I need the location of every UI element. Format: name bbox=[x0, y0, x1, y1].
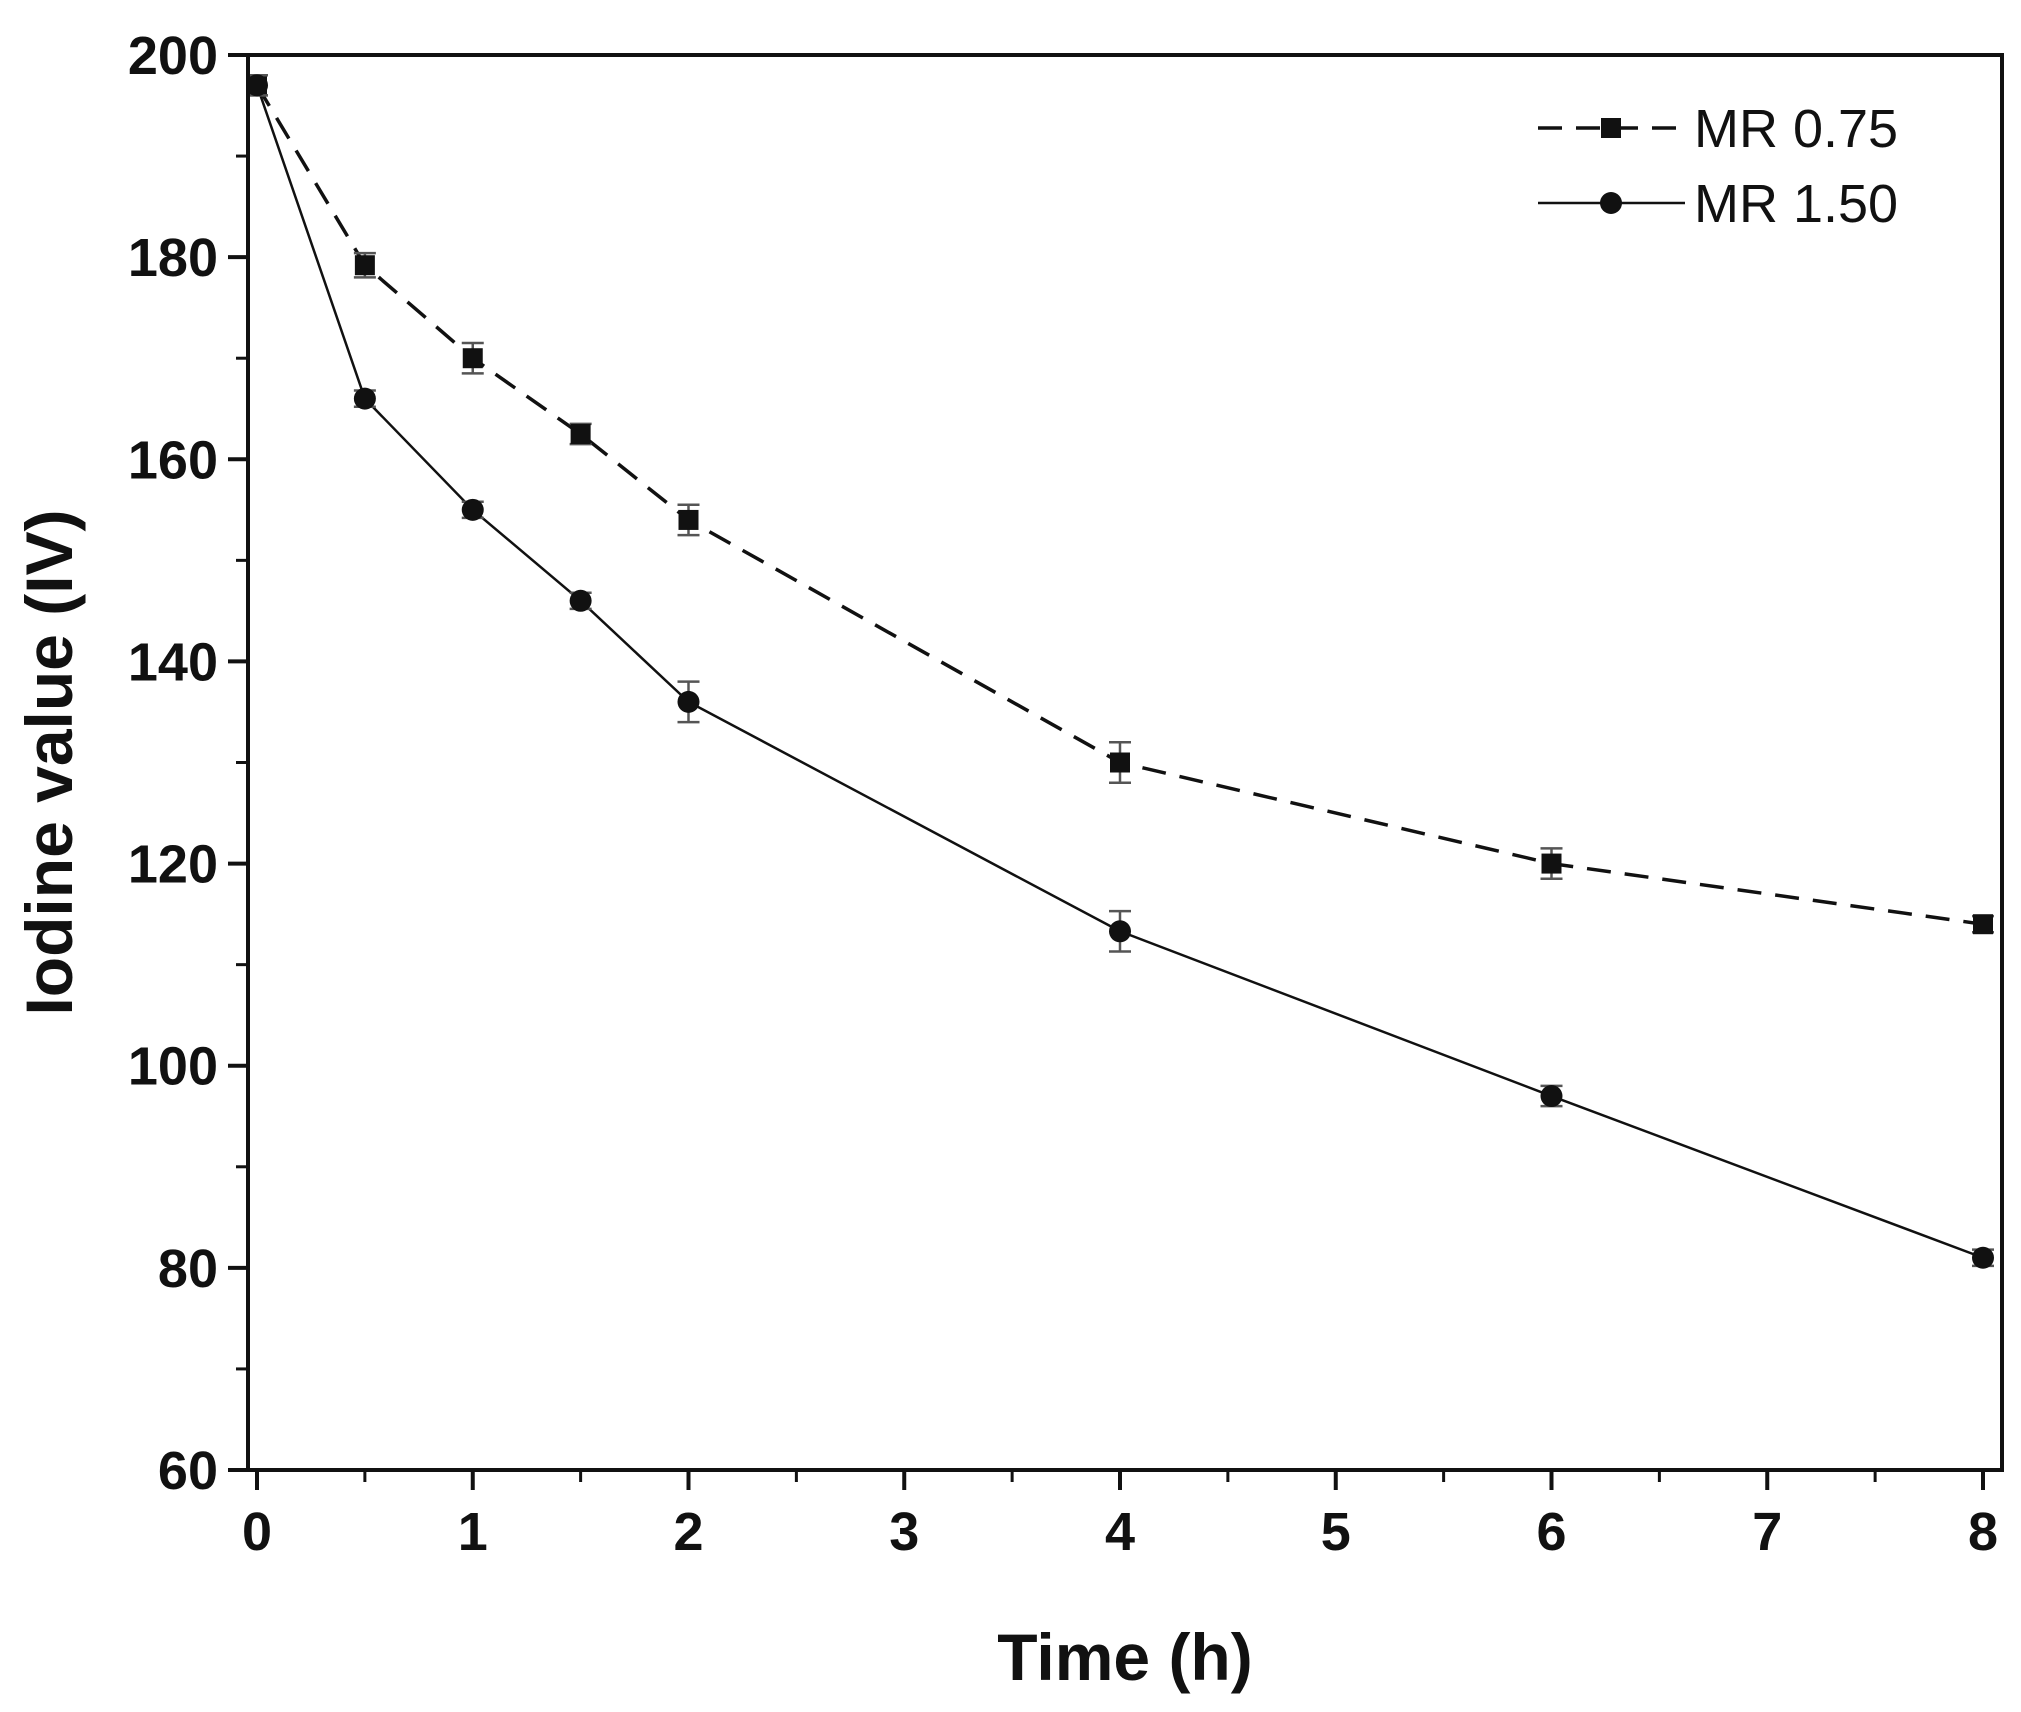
y-tick-label: 160 bbox=[128, 430, 218, 490]
y-tick-label: 200 bbox=[128, 26, 218, 86]
y-tick-label: 180 bbox=[128, 228, 218, 288]
data-point-square bbox=[570, 424, 591, 445]
y-tick-labels: 60 80 100 120 140 160 180 200 bbox=[128, 26, 218, 1501]
plot-frame bbox=[246, 53, 2004, 1472]
y-tick-label: 80 bbox=[158, 1239, 218, 1299]
data-point-circle bbox=[353, 387, 376, 410]
x-tick-labels: 0 1 2 3 4 5 6 7 8 bbox=[242, 1502, 1998, 1562]
legend-marker-circle bbox=[1600, 192, 1622, 214]
x-tick-label: 7 bbox=[1752, 1502, 1782, 1562]
series-mr-0-75 bbox=[246, 73, 1994, 935]
y-axis-title: Iodine value (IV) bbox=[12, 509, 86, 1015]
major-ticks bbox=[228, 53, 1985, 1490]
series-line bbox=[255, 84, 1984, 926]
x-tick-label: 2 bbox=[673, 1502, 703, 1562]
series-line bbox=[255, 84, 1984, 1259]
data-point-square bbox=[354, 255, 375, 276]
legend-entry-mr-0-75: MR 0.75 bbox=[1538, 99, 1898, 159]
x-tick-label: 3 bbox=[889, 1502, 919, 1562]
data-point-square bbox=[678, 509, 699, 530]
x-tick-label: 8 bbox=[1968, 1502, 1998, 1562]
legend-label-mr-0-75: MR 0.75 bbox=[1694, 99, 1898, 159]
x-tick-label: 5 bbox=[1321, 1502, 1351, 1562]
legend-marker-square bbox=[1601, 118, 1621, 138]
data-point-circle bbox=[1540, 1085, 1563, 1108]
data-point-circle bbox=[461, 498, 484, 521]
y-tick-label: 120 bbox=[128, 835, 218, 895]
series-layer bbox=[246, 73, 1994, 1269]
data-point-square bbox=[1973, 914, 1993, 935]
data-point-circle bbox=[569, 589, 592, 612]
data-point-circle bbox=[1109, 920, 1131, 943]
x-axis-title: Time (h) bbox=[997, 1620, 1252, 1694]
y-tick-label: 60 bbox=[158, 1441, 218, 1501]
legend-entry-mr-1-50: MR 1.50 bbox=[1538, 174, 1898, 234]
x-tick-label: 0 bbox=[242, 1502, 272, 1562]
data-point-circle bbox=[677, 690, 700, 713]
y-tick-label: 140 bbox=[128, 632, 218, 692]
series-mr-1-50 bbox=[246, 73, 1994, 1269]
data-point-square bbox=[462, 348, 483, 369]
data-point-square bbox=[1110, 752, 1130, 773]
x-tick-label: 1 bbox=[458, 1502, 488, 1562]
data-point-square bbox=[1541, 853, 1562, 874]
legend: MR 0.75 MR 1.50 bbox=[1538, 99, 1898, 234]
data-point-circle bbox=[246, 74, 268, 97]
y-tick-label: 100 bbox=[128, 1037, 218, 1097]
x-tick-label: 4 bbox=[1105, 1502, 1135, 1562]
legend-label-mr-1-50: MR 1.50 bbox=[1694, 174, 1898, 234]
x-tick-label: 6 bbox=[1536, 1502, 1566, 1562]
data-point-circle bbox=[1972, 1246, 1994, 1269]
